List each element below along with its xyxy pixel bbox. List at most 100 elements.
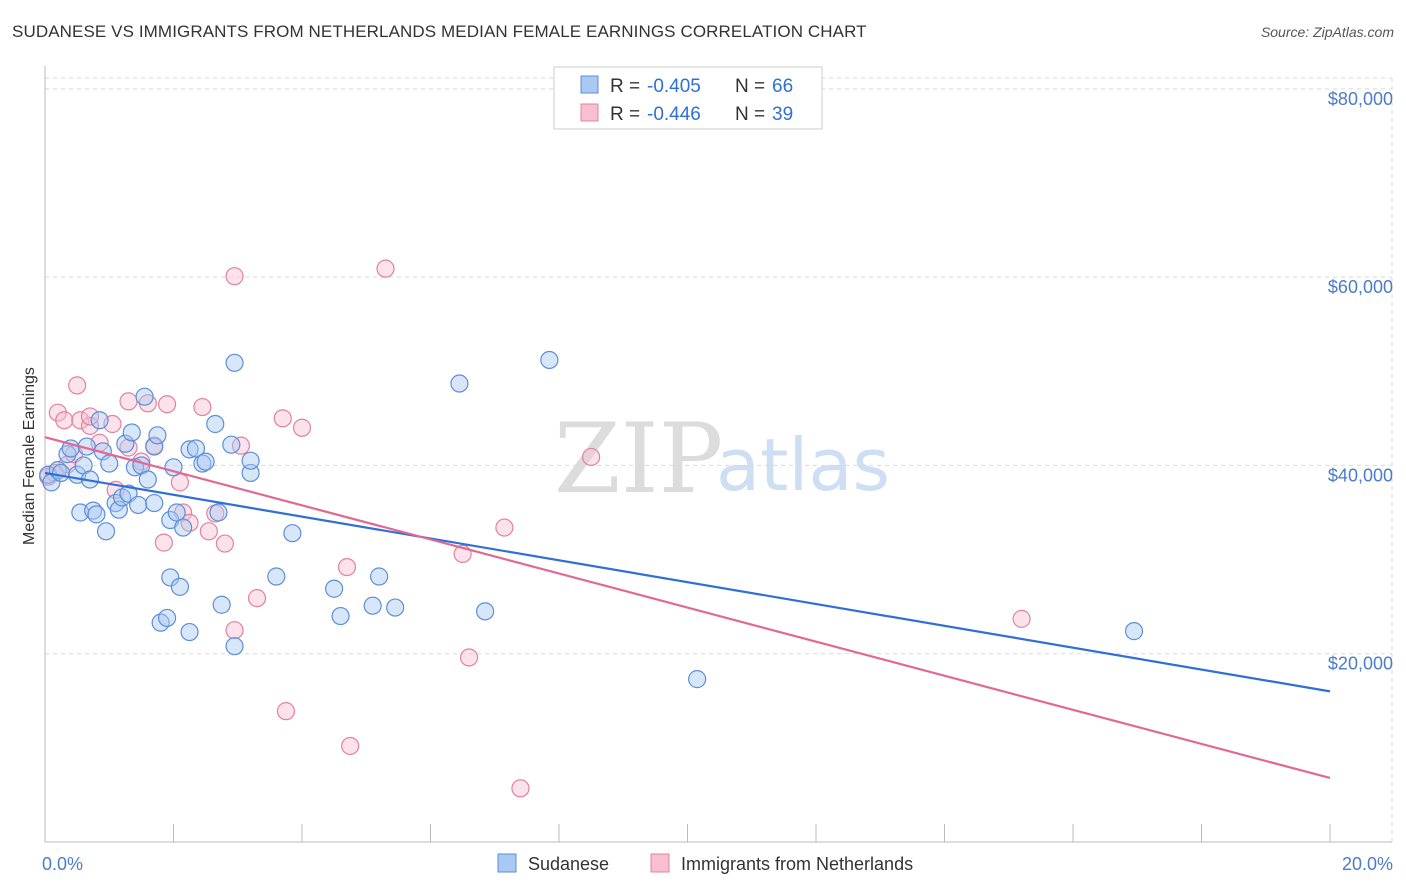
y-axis-label: Median Female Earnings <box>21 367 38 545</box>
x-tick-label-0: 0.0% <box>42 854 83 874</box>
series-legend-label-sudanese: Sudanese <box>528 854 609 874</box>
sudanese-point-55 <box>331 606 350 626</box>
sudanese-point-46 <box>212 595 231 614</box>
netherlands-point-24 <box>199 522 218 541</box>
stats-legend: R = -0.405 N = 66 R = -0.446 N = 39 <box>553 66 823 130</box>
netherlands-point-36 <box>376 259 395 278</box>
sudanese-point-56 <box>363 596 382 615</box>
sudanese-point-32 <box>157 608 177 628</box>
netherlands-point-8 <box>80 416 100 435</box>
sudanese-point-27 <box>138 470 157 489</box>
sudanese-point-13 <box>90 411 109 430</box>
sudanese-point-54 <box>325 579 344 598</box>
sudanese-point-4 <box>58 445 77 464</box>
source-label: Source: ZipAtlas.com <box>1260 24 1394 40</box>
netherlands-point-39 <box>495 518 514 537</box>
sudanese-point-20 <box>116 434 135 453</box>
netherlands-point-7 <box>71 411 90 430</box>
y-tick-label-2: $60,000 <box>1328 277 1393 297</box>
y-tick-labels: $20,000 $40,000 $60,000 $80,000 <box>1328 89 1393 674</box>
sudanese-trend-line <box>44 471 1331 693</box>
sudanese-point-49 <box>225 637 244 656</box>
legend-swatch-pink <box>580 103 599 122</box>
sudanese-point-29 <box>145 493 164 513</box>
sudanese-point-53 <box>283 524 302 543</box>
sudanese-point-39 <box>180 440 199 459</box>
sudanese-point-47 <box>222 435 241 454</box>
netherlands-point-13 <box>119 392 138 411</box>
sudanese-point-33 <box>161 568 180 587</box>
legend-n-value-blue: 66 <box>772 76 793 97</box>
sudanese-point-36 <box>167 503 186 522</box>
sudanese-point-41 <box>186 439 206 458</box>
sudanese-point-59 <box>450 374 469 393</box>
sudanese-point-38 <box>174 518 193 537</box>
netherlands-point-29 <box>231 436 251 455</box>
sudanese-point-62 <box>688 670 707 689</box>
legend-r-value-blue: -0.405 <box>647 76 701 97</box>
sudanese-point-43 <box>196 452 215 471</box>
netherlands-point-35 <box>341 736 360 756</box>
axes <box>44 66 1393 843</box>
netherlands-point-32 <box>276 702 296 721</box>
legend-n-label-blue: N = <box>735 76 765 97</box>
sudanese-point-26 <box>135 387 154 406</box>
sudanese-point-37 <box>170 577 190 596</box>
trend-lines <box>44 436 1331 780</box>
sudanese-point-51 <box>241 451 260 470</box>
sudanese-point-44 <box>206 414 225 434</box>
sudanese-point-3 <box>51 463 71 483</box>
sudanese-point-57 <box>370 567 389 586</box>
netherlands-point-19 <box>157 395 177 414</box>
watermark-zip: ZIP <box>554 403 723 515</box>
netherlands-point-23 <box>193 397 212 417</box>
netherlands-point-41 <box>582 447 601 467</box>
gridlines <box>45 77 1392 655</box>
sudanese-point-48 <box>225 353 244 372</box>
netherlands-point-30 <box>247 589 267 608</box>
netherlands-point-28 <box>225 621 244 640</box>
netherlands-trend-line <box>44 436 1331 780</box>
netherlands-point-2 <box>48 403 67 422</box>
sudanese-point-16 <box>100 454 119 473</box>
chart-title: SUDANESE VS IMMIGRANTS FROM NETHERLANDS … <box>12 22 867 41</box>
sudanese-point-30 <box>148 426 167 445</box>
y-tick-label-1: $40,000 <box>1328 465 1393 485</box>
series-legend: Sudanese Immigrants from Netherlands <box>497 853 913 874</box>
sudanese-point-42 <box>193 454 212 473</box>
sudanese-point-12 <box>87 505 106 524</box>
series-sudanese-points <box>39 350 1144 689</box>
netherlands-point-20 <box>170 473 190 492</box>
sudanese-point-45 <box>209 503 228 522</box>
sudanese-point-28 <box>145 437 164 456</box>
netherlands-point-27 <box>225 267 244 286</box>
legend-r-label-blue: R = <box>610 76 640 97</box>
y-tick-label-3: $80,000 <box>1328 89 1393 109</box>
legend-r-value-pink: -0.446 <box>647 104 701 125</box>
x-tick-label-1: 20.0% <box>1342 854 1393 874</box>
netherlands-point-31 <box>273 409 292 428</box>
netherlands-point-26 <box>215 534 234 553</box>
netherlands-point-9 <box>80 407 100 426</box>
series-legend-swatch-sudanese <box>497 853 517 873</box>
legend-r-label-pink: R = <box>610 104 640 125</box>
sudanese-point-40 <box>180 622 199 642</box>
legend-n-label-pink: N = <box>735 104 765 125</box>
netherlands-point-34 <box>337 557 357 577</box>
series-legend-label-netherlands: Immigrants from Netherlands <box>681 854 913 874</box>
netherlands-point-33 <box>292 418 312 437</box>
netherlands-point-42 <box>1012 609 1031 628</box>
sudanese-point-15 <box>96 522 116 541</box>
netherlands-point-18 <box>154 533 173 552</box>
legend-n-value-pink: 39 <box>772 104 793 125</box>
y-tick-label-0: $20,000 <box>1328 654 1393 674</box>
sudanese-point-61 <box>540 350 559 370</box>
series-legend-swatch-netherlands <box>650 853 670 873</box>
netherlands-point-6 <box>68 376 87 395</box>
sudanese-point-60 <box>476 602 495 621</box>
legend-swatch-blue <box>580 75 599 94</box>
sudanese-point-24 <box>129 495 148 515</box>
netherlands-point-3 <box>55 411 74 430</box>
sudanese-point-58 <box>386 598 405 617</box>
